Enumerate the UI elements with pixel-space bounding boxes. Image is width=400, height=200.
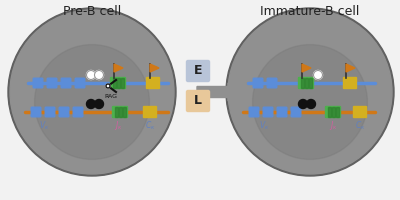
FancyBboxPatch shape xyxy=(112,106,128,117)
Bar xyxy=(301,78,304,88)
Text: $V_\kappa$: $V_\kappa$ xyxy=(259,119,269,132)
FancyBboxPatch shape xyxy=(249,107,259,117)
Bar xyxy=(328,107,330,117)
Bar xyxy=(123,107,126,117)
FancyBboxPatch shape xyxy=(263,107,273,117)
Bar xyxy=(113,78,116,88)
FancyBboxPatch shape xyxy=(354,106,366,117)
FancyBboxPatch shape xyxy=(253,78,263,88)
FancyBboxPatch shape xyxy=(144,106,156,117)
Polygon shape xyxy=(346,64,355,72)
Circle shape xyxy=(306,99,316,108)
FancyArrow shape xyxy=(197,83,242,101)
Text: RAG: RAG xyxy=(104,95,118,99)
Text: Pre-B cell: Pre-B cell xyxy=(63,5,121,18)
FancyBboxPatch shape xyxy=(186,90,210,112)
Circle shape xyxy=(10,10,174,174)
Bar xyxy=(332,107,334,117)
Circle shape xyxy=(314,71,322,79)
Polygon shape xyxy=(302,64,311,72)
Text: $J_\kappa$: $J_\kappa$ xyxy=(329,119,337,132)
Circle shape xyxy=(298,99,308,108)
FancyBboxPatch shape xyxy=(146,77,160,88)
FancyBboxPatch shape xyxy=(33,78,43,88)
Circle shape xyxy=(86,71,96,79)
Bar xyxy=(305,78,308,88)
FancyBboxPatch shape xyxy=(291,107,301,117)
FancyBboxPatch shape xyxy=(267,78,277,88)
FancyBboxPatch shape xyxy=(186,60,210,82)
FancyBboxPatch shape xyxy=(47,78,57,88)
Circle shape xyxy=(8,8,176,176)
Bar xyxy=(336,107,338,117)
Circle shape xyxy=(94,71,104,79)
Circle shape xyxy=(226,8,394,176)
Text: $C_\kappa$: $C_\kappa$ xyxy=(145,119,155,132)
Circle shape xyxy=(35,45,150,159)
FancyBboxPatch shape xyxy=(298,77,314,88)
Bar xyxy=(119,107,122,117)
Text: L: L xyxy=(194,95,202,108)
Text: $V_\kappa$: $V_\kappa$ xyxy=(39,119,49,132)
Circle shape xyxy=(253,45,368,159)
Text: Immature-B cell: Immature-B cell xyxy=(260,5,360,18)
FancyBboxPatch shape xyxy=(73,107,83,117)
FancyBboxPatch shape xyxy=(110,77,126,88)
FancyBboxPatch shape xyxy=(75,78,85,88)
Polygon shape xyxy=(114,64,123,72)
Polygon shape xyxy=(150,64,159,72)
Circle shape xyxy=(228,10,392,174)
Circle shape xyxy=(106,84,110,88)
FancyBboxPatch shape xyxy=(45,107,55,117)
FancyBboxPatch shape xyxy=(61,78,71,88)
Bar xyxy=(117,78,120,88)
Circle shape xyxy=(94,99,104,108)
FancyBboxPatch shape xyxy=(59,107,69,117)
Circle shape xyxy=(86,99,96,108)
FancyBboxPatch shape xyxy=(344,77,356,88)
FancyBboxPatch shape xyxy=(277,107,287,117)
Text: $J_\kappa$: $J_\kappa$ xyxy=(114,119,122,132)
Text: E: E xyxy=(194,64,202,77)
Bar xyxy=(115,107,118,117)
Text: $C_\kappa$: $C_\kappa$ xyxy=(355,119,365,132)
FancyBboxPatch shape xyxy=(31,107,41,117)
FancyBboxPatch shape xyxy=(326,106,340,117)
Bar xyxy=(121,78,124,88)
Bar xyxy=(309,78,312,88)
